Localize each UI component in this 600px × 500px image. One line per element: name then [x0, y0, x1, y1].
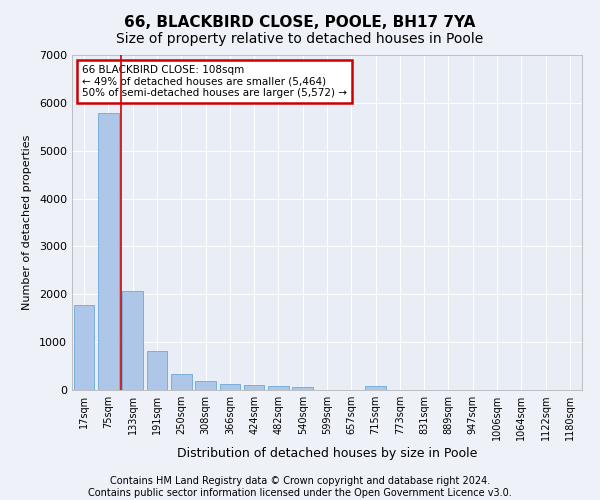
Y-axis label: Number of detached properties: Number of detached properties	[22, 135, 32, 310]
Bar	[171, 374, 191, 390]
Bar	[220, 384, 240, 390]
Bar	[365, 386, 386, 390]
Text: 66 BLACKBIRD CLOSE: 108sqm
← 49% of detached houses are smaller (5,464)
50% of s: 66 BLACKBIRD CLOSE: 108sqm ← 49% of deta…	[82, 65, 347, 98]
X-axis label: Distribution of detached houses by size in Poole: Distribution of detached houses by size …	[177, 448, 477, 460]
Bar	[98, 114, 119, 390]
Bar	[122, 292, 143, 390]
Bar	[244, 385, 265, 390]
Bar	[74, 305, 94, 390]
Bar	[268, 386, 289, 390]
Bar	[292, 386, 313, 390]
Text: 66, BLACKBIRD CLOSE, POOLE, BH17 7YA: 66, BLACKBIRD CLOSE, POOLE, BH17 7YA	[124, 15, 476, 30]
Text: Contains HM Land Registry data © Crown copyright and database right 2024.
Contai: Contains HM Land Registry data © Crown c…	[88, 476, 512, 498]
Text: Size of property relative to detached houses in Poole: Size of property relative to detached ho…	[116, 32, 484, 46]
Bar	[146, 351, 167, 390]
Bar	[195, 381, 216, 390]
